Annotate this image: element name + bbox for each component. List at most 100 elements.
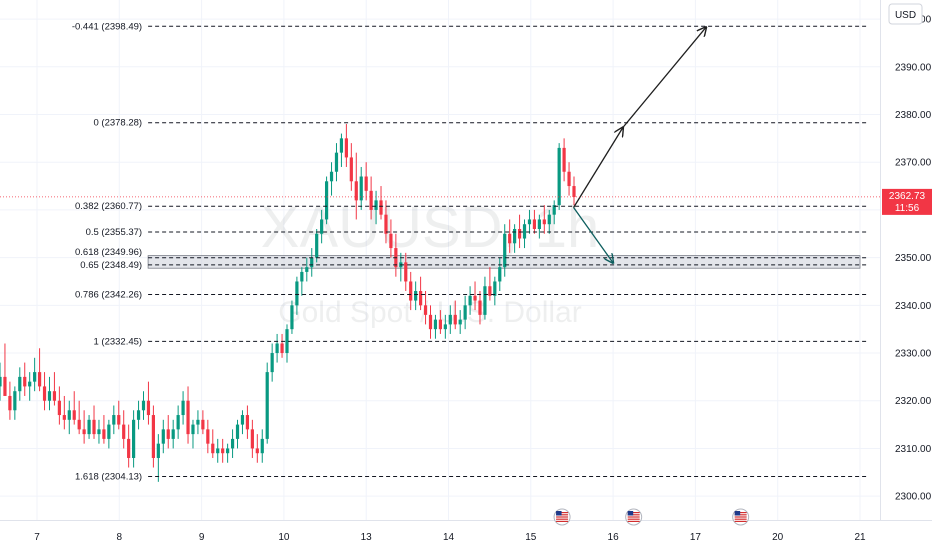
candle-body <box>255 448 259 454</box>
fib-level[interactable]: -0.441 (2398.49) <box>72 21 868 32</box>
economic-events[interactable] <box>553 508 750 526</box>
candle-body <box>141 400 146 411</box>
candle <box>13 386 17 420</box>
candle <box>191 419 195 449</box>
candle-body <box>527 219 532 225</box>
candle <box>557 143 561 210</box>
candle-body <box>404 262 408 282</box>
up-arrow-1[interactable] <box>573 127 623 208</box>
candle-body <box>127 438 131 458</box>
candle-body <box>542 219 546 225</box>
candle-body <box>265 372 269 439</box>
time-tick-label: 17 <box>690 532 702 543</box>
currency-button[interactable]: USD <box>888 3 923 25</box>
candle <box>117 400 121 430</box>
candle <box>77 400 81 435</box>
candle <box>448 305 452 334</box>
candle-body <box>82 429 86 435</box>
candle-body <box>166 429 170 439</box>
candle <box>37 348 42 392</box>
candle <box>493 276 497 306</box>
candle <box>572 176 576 206</box>
down-arrow[interactable] <box>573 207 614 263</box>
candle <box>409 271 413 311</box>
candle <box>62 395 66 430</box>
candle <box>28 372 32 401</box>
currency-label: USD <box>895 10 916 21</box>
candle-body <box>414 291 418 301</box>
candle-body <box>171 429 175 439</box>
candle-body <box>488 286 492 296</box>
candle <box>369 176 373 220</box>
fibonacci-levels[interactable]: -0.441 (2398.49) 0 (2378.28) 0.382 (2360.7… <box>72 21 868 482</box>
candle-body <box>503 233 507 268</box>
us-flag-event-icon[interactable] <box>732 508 750 526</box>
candle-body <box>443 324 447 330</box>
candle <box>67 400 71 435</box>
time-tick-label: 21 <box>854 532 866 543</box>
candle <box>488 267 492 301</box>
fib-level[interactable]: 0 (2378.28) <box>94 118 868 129</box>
fib-level-label: 1.618 (2304.13) <box>75 471 142 482</box>
time-tick-label: 20 <box>772 532 784 543</box>
candle <box>374 190 378 225</box>
time-tick-label: 7 <box>34 532 40 543</box>
candle <box>503 224 507 277</box>
candle <box>344 124 348 167</box>
fib-level[interactable]: 0.5 (2355.37) <box>86 227 868 238</box>
candle <box>300 267 304 296</box>
fib-level[interactable]: 0.382 (2360.77) <box>75 201 868 212</box>
candle-body <box>517 228 522 239</box>
candle-body <box>97 429 101 435</box>
candle <box>334 143 339 182</box>
price-axis[interactable]: 2400.002390.002380.002370.002360.002350.… <box>895 15 932 503</box>
time-axis[interactable]: 7 8 9 10 13 14 15 16 17 20 21 <box>34 532 866 543</box>
fib-level[interactable]: 0.618 (2349.96) <box>75 247 868 259</box>
candle <box>107 419 111 449</box>
candle-body <box>468 295 472 306</box>
candle <box>324 176 329 225</box>
projection-arrows[interactable] <box>573 27 707 263</box>
candle-body <box>216 448 220 454</box>
candle <box>320 209 324 244</box>
candle <box>255 434 259 463</box>
fib-level[interactable]: 0.65 (2348.49) <box>80 260 868 271</box>
candle-body <box>250 429 254 449</box>
candle <box>567 162 571 196</box>
candle <box>527 209 532 234</box>
candle <box>18 367 22 401</box>
fib-level[interactable]: 0.786 (2342.26) <box>75 290 868 301</box>
us-flag-event-icon[interactable] <box>553 508 571 526</box>
candle <box>419 276 423 311</box>
candle <box>310 248 314 277</box>
candle <box>33 357 37 392</box>
candle <box>47 376 52 411</box>
candle-body <box>211 443 215 454</box>
candle-body <box>112 415 116 425</box>
candle <box>127 424 131 468</box>
candle-body <box>453 314 457 325</box>
candle <box>517 214 522 249</box>
candle-body <box>196 419 200 425</box>
candle-body <box>428 314 433 330</box>
candle-body <box>552 205 556 215</box>
fib-level[interactable]: 1 (2332.45) <box>94 336 868 347</box>
candle-body <box>117 415 121 425</box>
candle-body <box>3 376 7 396</box>
candle <box>473 281 477 311</box>
up-arrow-2[interactable] <box>622 27 706 128</box>
us-flag-event-icon[interactable] <box>625 508 643 526</box>
candle-body <box>359 176 363 201</box>
candle <box>235 419 240 449</box>
candle-body <box>37 372 42 387</box>
fib-level[interactable]: 1.618 (2304.13) <box>75 471 868 482</box>
candle-body <box>181 400 185 416</box>
time-tick-label: 13 <box>361 532 373 543</box>
candle-body <box>136 410 141 420</box>
candle <box>211 429 215 458</box>
price-tick-label: 2330.00 <box>895 349 932 360</box>
candle <box>433 314 438 339</box>
candle-body <box>339 138 344 153</box>
